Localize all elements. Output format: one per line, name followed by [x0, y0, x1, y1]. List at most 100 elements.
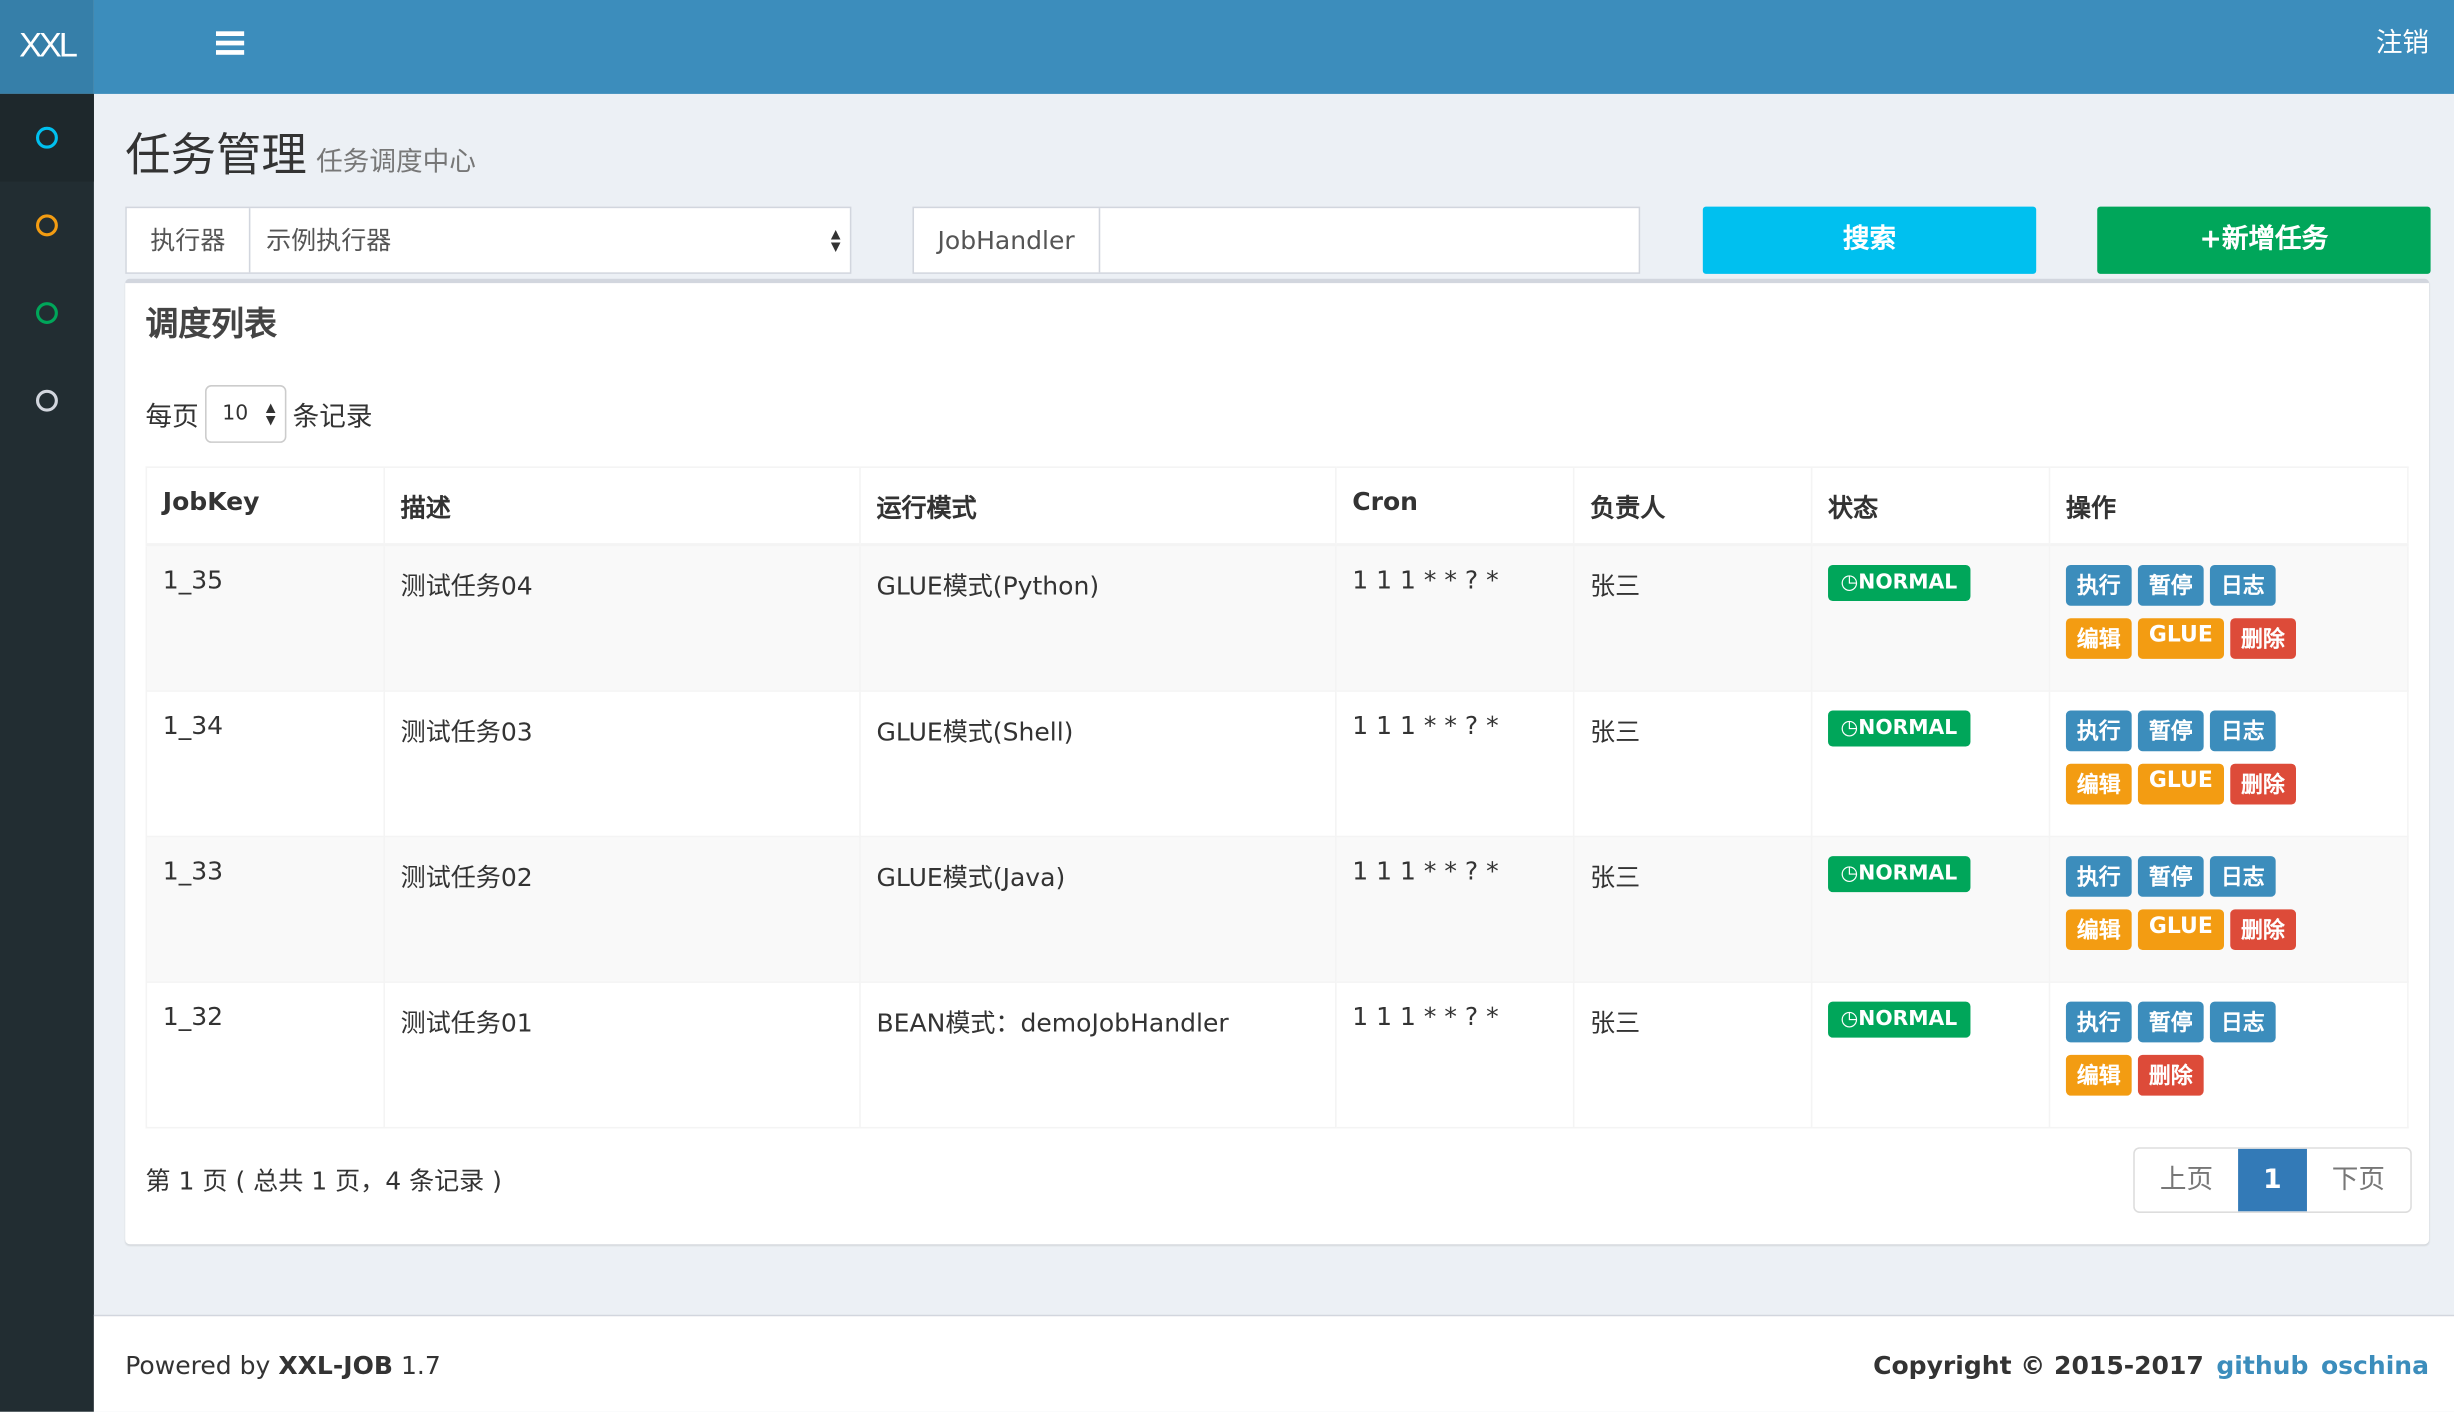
- cell-status: ◷NORMAL: [1810, 834, 2051, 983]
- column-header[interactable]: 运行模式: [859, 466, 1337, 547]
- log-button[interactable]: 日志: [2209, 565, 2276, 606]
- product-name: XXL-JOB: [278, 1350, 393, 1381]
- sidebar: [0, 93, 94, 1412]
- jobhandler-label: JobHandler: [914, 208, 1100, 273]
- column-header[interactable]: 描述: [383, 466, 861, 547]
- sidebar-item-2[interactable]: [0, 182, 94, 270]
- delete-button[interactable]: 删除: [2230, 762, 2296, 804]
- status-text: NORMAL: [1858, 861, 1958, 886]
- run-button[interactable]: 执行: [2065, 855, 2132, 897]
- cell-ops: 执行 暂停 日志编辑 删除: [2048, 980, 2409, 1128]
- job-table: JobKey 描述 运行模式 Cron 负责人 状态 操作 1_35 测试任务04 GLUE模式…: [145, 466, 2409, 1128]
- logout-link[interactable]: 注销: [2375, 28, 2430, 60]
- jobhandler-filter: JobHandler: [912, 206, 1641, 274]
- cell-desc: 测试任务02: [383, 834, 861, 983]
- log-button[interactable]: 日志: [2209, 1000, 2276, 1042]
- search-button[interactable]: 搜索: [1702, 206, 2037, 274]
- circle-icon: [35, 389, 58, 412]
- logo[interactable]: XXL: [0, 0, 94, 94]
- delete-button[interactable]: 删除: [2137, 1054, 2204, 1095]
- sidebar-item-4[interactable]: [0, 357, 94, 445]
- glue-button[interactable]: GLUE: [2137, 618, 2224, 659]
- glue-button[interactable]: GLUE: [2137, 908, 2224, 950]
- cell-ops: 执行 暂停 日志编辑 GLUE 删除: [2048, 834, 2409, 983]
- per-page-label: 每页: [145, 402, 199, 434]
- delete-button[interactable]: 删除: [2230, 618, 2296, 659]
- cell-desc: 测试任务01: [383, 980, 861, 1128]
- table-row: 1_33 测试任务02 GLUE模式(Java) 1 1 1 * * ? * 张三 ◷NO…: [145, 834, 2409, 983]
- job-list-box: 调度列表 每页 10 ▲ ▼ 条记录 JobKey 描述 运行模式 Cron 负责人 状态 操作…: [125, 278, 2430, 1245]
- pause-button[interactable]: 暂停: [2137, 855, 2204, 897]
- run-button[interactable]: 执行: [2065, 565, 2132, 606]
- cell-desc: 测试任务03: [383, 689, 861, 837]
- edit-button[interactable]: 编辑: [2065, 618, 2132, 659]
- oschina-link[interactable]: oschina: [2320, 1350, 2430, 1381]
- page-1-button[interactable]: 1: [2238, 1148, 2307, 1212]
- cell-owner: 张三: [1572, 689, 1813, 837]
- executor-select[interactable]: 示例执行器 ▲ ▼: [250, 208, 849, 272]
- sidebar-item-3[interactable]: [0, 269, 94, 357]
- column-header[interactable]: Cron: [1335, 466, 1575, 547]
- cell-cron: 1 1 1 * * ? *: [1335, 834, 1575, 983]
- page-length-control: 每页 10 ▲ ▼ 条记录: [145, 385, 372, 443]
- run-button[interactable]: 执行: [2065, 709, 2132, 751]
- cell-owner: 张三: [1572, 543, 1813, 691]
- page-length-select[interactable]: 10 ▲ ▼: [205, 385, 287, 443]
- column-header[interactable]: 操作: [2048, 466, 2409, 547]
- status-badge: ◷NORMAL: [1828, 565, 1970, 601]
- add-job-button[interactable]: +新增任务: [2097, 206, 2431, 274]
- edit-button[interactable]: 编辑: [2065, 908, 2132, 950]
- table-row: 1_35 测试任务04 GLUE模式(Python) 1 1 1 * * ? * 张三 ◷…: [145, 543, 2409, 691]
- glue-button[interactable]: GLUE: [2137, 762, 2224, 804]
- jobhandler-input[interactable]: [1100, 208, 1639, 272]
- circle-icon: [35, 214, 58, 237]
- cell-cron: 1 1 1 * * ? *: [1335, 543, 1575, 691]
- page-title: 任务管理 任务调度中心: [125, 119, 476, 185]
- executor-filter: 执行器 示例执行器 ▲ ▼: [125, 206, 852, 274]
- next-page-button[interactable]: 下页: [2331, 1164, 2385, 1196]
- circle-icon: [35, 302, 58, 324]
- top-navbar: 注销: [93, 0, 2454, 94]
- table-row: 1_34 测试任务03 GLUE模式(Shell) 1 1 1 * * ? * 张三 ◷N…: [145, 689, 2409, 837]
- edit-button[interactable]: 编辑: [2065, 1054, 2132, 1095]
- run-button[interactable]: 执行: [2065, 1000, 2132, 1042]
- edit-button[interactable]: 编辑: [2065, 762, 2132, 804]
- prev-page-button[interactable]: 上页: [2159, 1164, 2214, 1196]
- cell-owner: 张三: [1572, 980, 1813, 1128]
- status-badge: ◷NORMAL: [1828, 709, 1970, 746]
- github-link[interactable]: github: [2216, 1350, 2309, 1381]
- cell-status: ◷NORMAL: [1810, 689, 2051, 837]
- menu-toggle-icon[interactable]: [215, 31, 245, 56]
- cell-ops: 执行 暂停 日志编辑 GLUE 删除: [2048, 689, 2409, 837]
- pause-button[interactable]: 暂停: [2137, 565, 2204, 606]
- log-button[interactable]: 日志: [2209, 855, 2276, 897]
- column-header[interactable]: 状态: [1810, 466, 2051, 547]
- version: 1.7: [392, 1350, 441, 1381]
- cell-mode: GLUE模式(Shell): [859, 689, 1337, 837]
- cell-status: ◷NORMAL: [1810, 980, 2051, 1128]
- powered-prefix: Powered by: [125, 1350, 279, 1381]
- delete-button[interactable]: 删除: [2230, 908, 2296, 950]
- pause-button[interactable]: 暂停: [2137, 1000, 2204, 1042]
- column-header[interactable]: JobKey: [145, 466, 386, 547]
- pagination-info: 第 1 页 ( 总共 1 页，4 条记录 ): [145, 1165, 502, 1196]
- page-length-value: 10: [222, 402, 249, 426]
- status-badge: ◷NORMAL: [1828, 1000, 1970, 1037]
- column-header[interactable]: 负责人: [1572, 466, 1813, 547]
- cell-mode: BEAN模式：demoJobHandler: [859, 980, 1337, 1128]
- pagination: 上页 1 下页: [2133, 1147, 2412, 1213]
- status-badge: ◷NORMAL: [1828, 855, 1970, 892]
- status-text: NORMAL: [1858, 1007, 1958, 1031]
- cell-key: 1_33: [145, 834, 386, 983]
- status-text: NORMAL: [1858, 571, 1958, 595]
- pause-button[interactable]: 暂停: [2137, 709, 2204, 751]
- log-button[interactable]: 日志: [2209, 709, 2276, 751]
- cell-cron: 1 1 1 * * ? *: [1335, 980, 1575, 1128]
- footer: Powered by XXL-JOB 1.7 Copyright © 2015-…: [93, 1314, 2454, 1412]
- executor-label: 执行器: [127, 208, 251, 273]
- cell-desc: 测试任务04: [383, 543, 861, 691]
- table-row: 1_32 测试任务01 BEAN模式：demoJobHandler 1 1 1 * *…: [145, 980, 2409, 1128]
- sidebar-item-1[interactable]: [0, 93, 94, 182]
- powered-by: Powered by XXL-JOB 1.7: [125, 1351, 441, 1381]
- cell-mode: GLUE模式(Python): [859, 543, 1337, 691]
